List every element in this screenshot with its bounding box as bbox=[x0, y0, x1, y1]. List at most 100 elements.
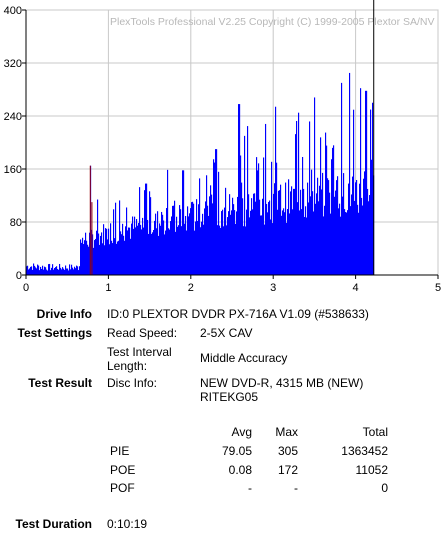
pie-bar bbox=[193, 203, 195, 275]
pie-bar bbox=[335, 190, 337, 275]
pie-bar bbox=[85, 232, 87, 275]
pie-bar bbox=[313, 211, 315, 275]
pie-bar bbox=[99, 244, 101, 275]
pie-bar bbox=[154, 220, 156, 275]
results-row-max: - bbox=[294, 481, 298, 495]
pie-bar bbox=[151, 233, 153, 275]
results-row-total: 0 bbox=[381, 481, 388, 495]
pie-bar bbox=[187, 206, 189, 275]
pie-bar bbox=[68, 270, 70, 275]
pie-bar bbox=[164, 234, 166, 275]
pie-bar bbox=[308, 202, 310, 275]
y-tick-label: 400 bbox=[4, 5, 22, 17]
pie-bar bbox=[244, 135, 246, 275]
pie-bar bbox=[202, 213, 204, 275]
pie-bar bbox=[133, 228, 135, 275]
results-row-max: 172 bbox=[277, 463, 298, 477]
pie-bar bbox=[169, 229, 171, 275]
pie-bar bbox=[182, 170, 184, 275]
pie-bar bbox=[315, 203, 317, 275]
results-row-max: 305 bbox=[277, 444, 298, 458]
pie-chart: PlexTools Professional V2.25 Copyright (… bbox=[4, 0, 441, 294]
pie-bar bbox=[63, 268, 65, 275]
chart-watermark: PlexTools Professional V2.25 Copyright (… bbox=[110, 16, 435, 28]
pie-bar bbox=[115, 202, 117, 275]
pie-bar bbox=[207, 205, 209, 275]
pie-bar bbox=[192, 201, 194, 275]
pie-bar bbox=[32, 269, 34, 275]
test-settings-label: Test Settings bbox=[17, 326, 92, 340]
pie-bar bbox=[302, 156, 304, 275]
pie-bar bbox=[309, 121, 311, 276]
pie-bar bbox=[128, 227, 130, 275]
pie-bar bbox=[159, 223, 161, 275]
pie-bar bbox=[238, 104, 240, 275]
pie-bar bbox=[40, 266, 42, 275]
test-interval-label-line2: Length: bbox=[107, 359, 148, 373]
pie-bar bbox=[216, 149, 218, 275]
pie-bar bbox=[270, 219, 272, 275]
pie-bar bbox=[201, 221, 203, 275]
pie-bar bbox=[287, 209, 289, 275]
pie-bar bbox=[107, 239, 109, 275]
pie-bar bbox=[264, 224, 266, 275]
pie-bar bbox=[158, 235, 160, 275]
pie-bar bbox=[322, 172, 324, 275]
pie-bar bbox=[218, 171, 220, 275]
pie-bar bbox=[297, 202, 299, 275]
pie-bar bbox=[162, 214, 164, 275]
pie-bar bbox=[347, 210, 349, 275]
pie-bar bbox=[137, 225, 139, 275]
pie-bar bbox=[349, 72, 351, 275]
results-row-name: POF bbox=[110, 481, 135, 495]
pie-bar bbox=[121, 234, 123, 275]
pie-bar bbox=[46, 269, 48, 275]
pie-bar bbox=[363, 178, 365, 275]
pie-bar bbox=[272, 223, 274, 275]
pie-bar bbox=[106, 228, 108, 275]
results-row-avg: - bbox=[248, 481, 252, 495]
pie-bar bbox=[248, 194, 250, 275]
pie-bar bbox=[76, 265, 78, 275]
pie-bar bbox=[120, 231, 122, 275]
pie-bar bbox=[69, 264, 71, 275]
pie-bar bbox=[321, 189, 323, 275]
pie-bar bbox=[167, 169, 169, 275]
pie-bar bbox=[292, 209, 294, 275]
pie-bar bbox=[134, 216, 136, 275]
pie-bar bbox=[66, 268, 68, 275]
axes bbox=[22, 9, 439, 279]
pie-bar bbox=[123, 235, 125, 275]
pie-bar bbox=[83, 244, 85, 275]
pie-bar bbox=[26, 266, 28, 275]
pie-bar bbox=[141, 229, 143, 275]
pie-bar bbox=[233, 204, 235, 275]
pie-bar bbox=[71, 264, 73, 275]
pie-bar bbox=[108, 228, 110, 275]
test-interval-label-line1: Test Interval bbox=[107, 345, 172, 359]
pie-bar bbox=[114, 238, 116, 275]
pie-bar bbox=[345, 212, 347, 275]
pie-bar bbox=[222, 209, 224, 275]
pie-bar bbox=[34, 265, 36, 275]
pie-bar bbox=[147, 219, 149, 275]
pie-bar bbox=[132, 216, 134, 275]
pie-bar bbox=[172, 205, 174, 275]
pie-bar bbox=[263, 157, 265, 275]
results-header-avg: Avg bbox=[231, 425, 252, 439]
pie-bar bbox=[370, 109, 372, 275]
results-row-name: POE bbox=[110, 463, 136, 477]
disc-info-label: Disc Info: bbox=[107, 376, 158, 390]
pie-bar bbox=[36, 268, 38, 275]
pie-bar bbox=[291, 186, 293, 275]
x-tick-label: 3 bbox=[270, 282, 276, 294]
x-tick-label: 0 bbox=[23, 282, 29, 294]
pie-bar bbox=[307, 182, 309, 275]
pie-bar bbox=[232, 197, 234, 275]
pie-bar bbox=[278, 190, 280, 275]
pie-bar bbox=[211, 194, 213, 275]
pie-bar bbox=[261, 215, 263, 275]
pie-bar bbox=[281, 215, 283, 275]
pie-bar bbox=[144, 190, 146, 275]
pie-bar bbox=[340, 216, 342, 275]
